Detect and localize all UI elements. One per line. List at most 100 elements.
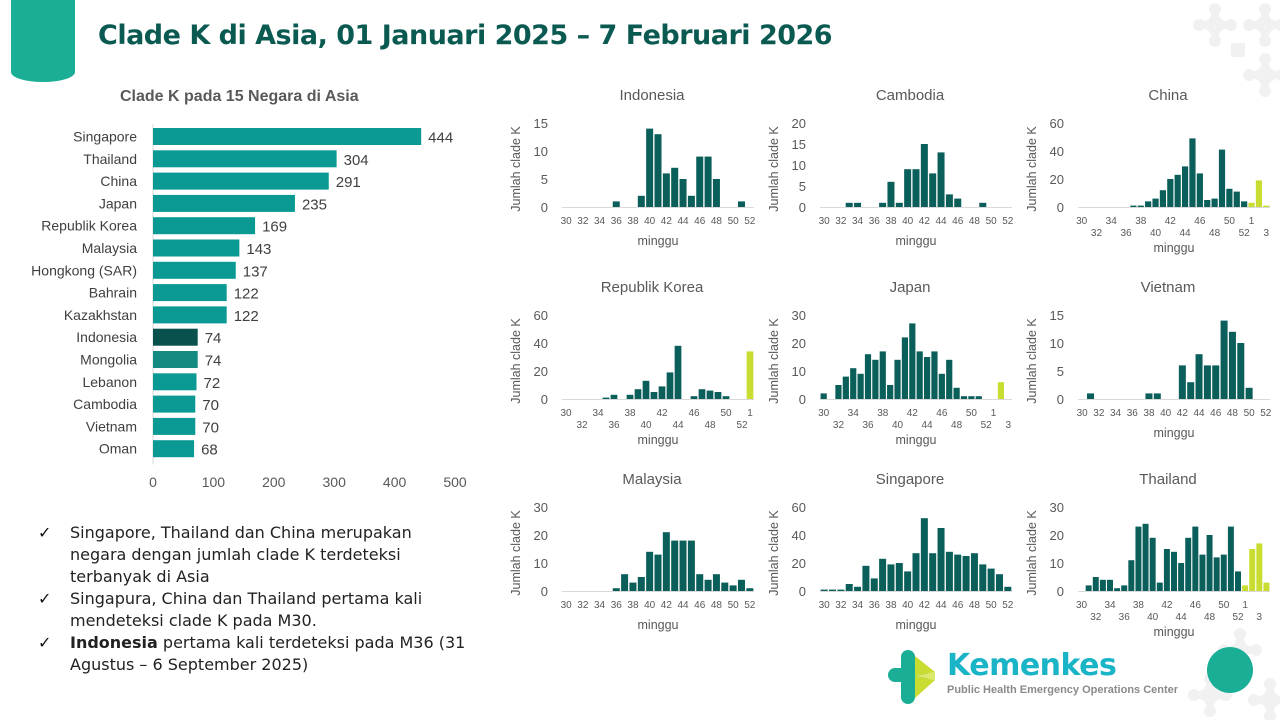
x-tick-label: 32 [1090,612,1102,623]
bar [1203,365,1211,399]
x-axis-label: minggu [896,618,937,632]
bar [968,396,975,399]
header-tab-decoration [11,0,75,82]
bar [654,134,662,207]
x-tick-label: 52 [744,216,756,227]
x-tick-label: 48 [951,420,963,431]
bar [1087,393,1095,399]
chart-thailand: Thailand Jumlah clade K 0 10 20 30 30 32 34 36 38 4… [1012,464,1274,646]
bar [979,202,987,207]
bar [901,337,909,399]
x-tick-label: 34 [594,600,606,611]
x-tick-label: 30 [1077,408,1089,419]
finding-text: pertama kali terdeteksi pada M36 (31 Agu… [70,633,466,674]
bar [153,239,240,257]
chart-malaysia: Malaysia Jumlah clade K 0 10 20 30 30 32 34 36 38 4… [496,464,758,646]
bar [1185,537,1192,591]
logo-subtitle: Public Health Emergency Operations Cente… [947,684,1179,696]
x-tick-label: 34 [1104,600,1116,611]
x-tick-label: 44 [677,600,689,611]
y-tick-label: 0 [1057,392,1064,407]
y-tick-label: 0 [1057,584,1064,599]
y-tick-label: 30 [534,500,548,515]
bar [696,156,704,207]
x-tick-label: 46 [936,408,948,419]
y-tick-label: 5 [799,179,806,194]
chart-singapore: Singapore Jumlah clade K 0 20 40 60 30 32 34 36 38… [754,464,1016,646]
category-label: Cambodia [73,396,137,412]
y-tick-label: 0 [541,584,548,599]
bar [1174,174,1181,207]
key-findings: ✓ Singapore, Thailand dan China merupaka… [38,522,468,676]
check-icon: ✓ [38,589,52,608]
x-tick-label: 48 [969,216,981,227]
x-tick-label: 46 [952,600,964,611]
bar [1156,582,1163,591]
bar [894,359,901,399]
bar [712,179,720,207]
bar [1227,526,1234,591]
x-axis-label: minggu [896,433,937,447]
bar [712,574,720,591]
x-tick-label: 50 [986,600,998,611]
chart-japan: Japan Jumlah clade K 0 10 20 30 30 32 34 36 38 40 42… [754,272,1016,454]
x-tick-label: 1 [747,408,753,419]
category-label: Kazakhstan [64,307,137,323]
x-tick-label: 3 [1264,228,1270,239]
y-axis-label: Jumlah clade K [509,126,523,212]
bar [153,194,295,212]
bar [854,586,862,591]
chart-title: China [1148,87,1188,104]
bar [879,558,887,591]
x-tick-label: 1 [1242,600,1248,611]
bar [637,195,645,207]
x-tick-label: 36 [611,216,623,227]
x-tick-label: 50 [1244,408,1256,419]
y-tick-label: 5 [541,172,548,187]
bar [1195,354,1203,399]
x-tick-label: 36 [611,600,623,611]
category-label: Mongolia [80,352,137,368]
y-tick-label: 10 [1050,556,1064,571]
x-tick-label: 52 [981,420,993,431]
bar [153,172,329,190]
x-tick-label: 36 [862,420,874,431]
data-label: 444 [428,130,453,147]
x-tick-label: 42 [656,408,668,419]
bar [842,376,849,399]
bar [1142,523,1149,591]
y-tick-label: 5 [1057,364,1064,379]
x-tick-label: 40 [1147,612,1159,623]
y-tick-label: 0 [799,200,806,215]
bar [870,578,878,591]
category-label: Lebanon [82,374,137,390]
x-tick-label: 50 [728,216,740,227]
data-label: 72 [203,375,220,392]
x-tick-label: 42 [919,216,931,227]
data-label: 235 [302,196,327,213]
bar [904,571,912,591]
bar [904,169,912,207]
bar [937,152,945,207]
bar [634,389,642,399]
y-tick-label: 20 [1050,172,1064,187]
bar [920,518,928,591]
chart-title: Indonesia [619,87,685,104]
chart-title: Cambodia [876,87,945,104]
data-label: 122 [234,286,259,303]
x-tick-label: 38 [1143,408,1155,419]
bar [706,390,714,399]
y-axis-label: Jumlah clade K [509,318,523,404]
x-tick-label: 48 [711,600,723,611]
bar [1152,198,1159,207]
category-label: Vietnam [86,418,137,434]
bar [1263,205,1270,207]
bar [714,392,722,399]
category-label: China [100,173,137,189]
bar [954,198,962,207]
x-tick-label: 36 [1119,612,1131,623]
bar [696,574,704,591]
y-tick-label: 20 [792,336,806,351]
x-tick-label: 44 [922,420,934,431]
x-tick-label: 32 [833,420,845,431]
